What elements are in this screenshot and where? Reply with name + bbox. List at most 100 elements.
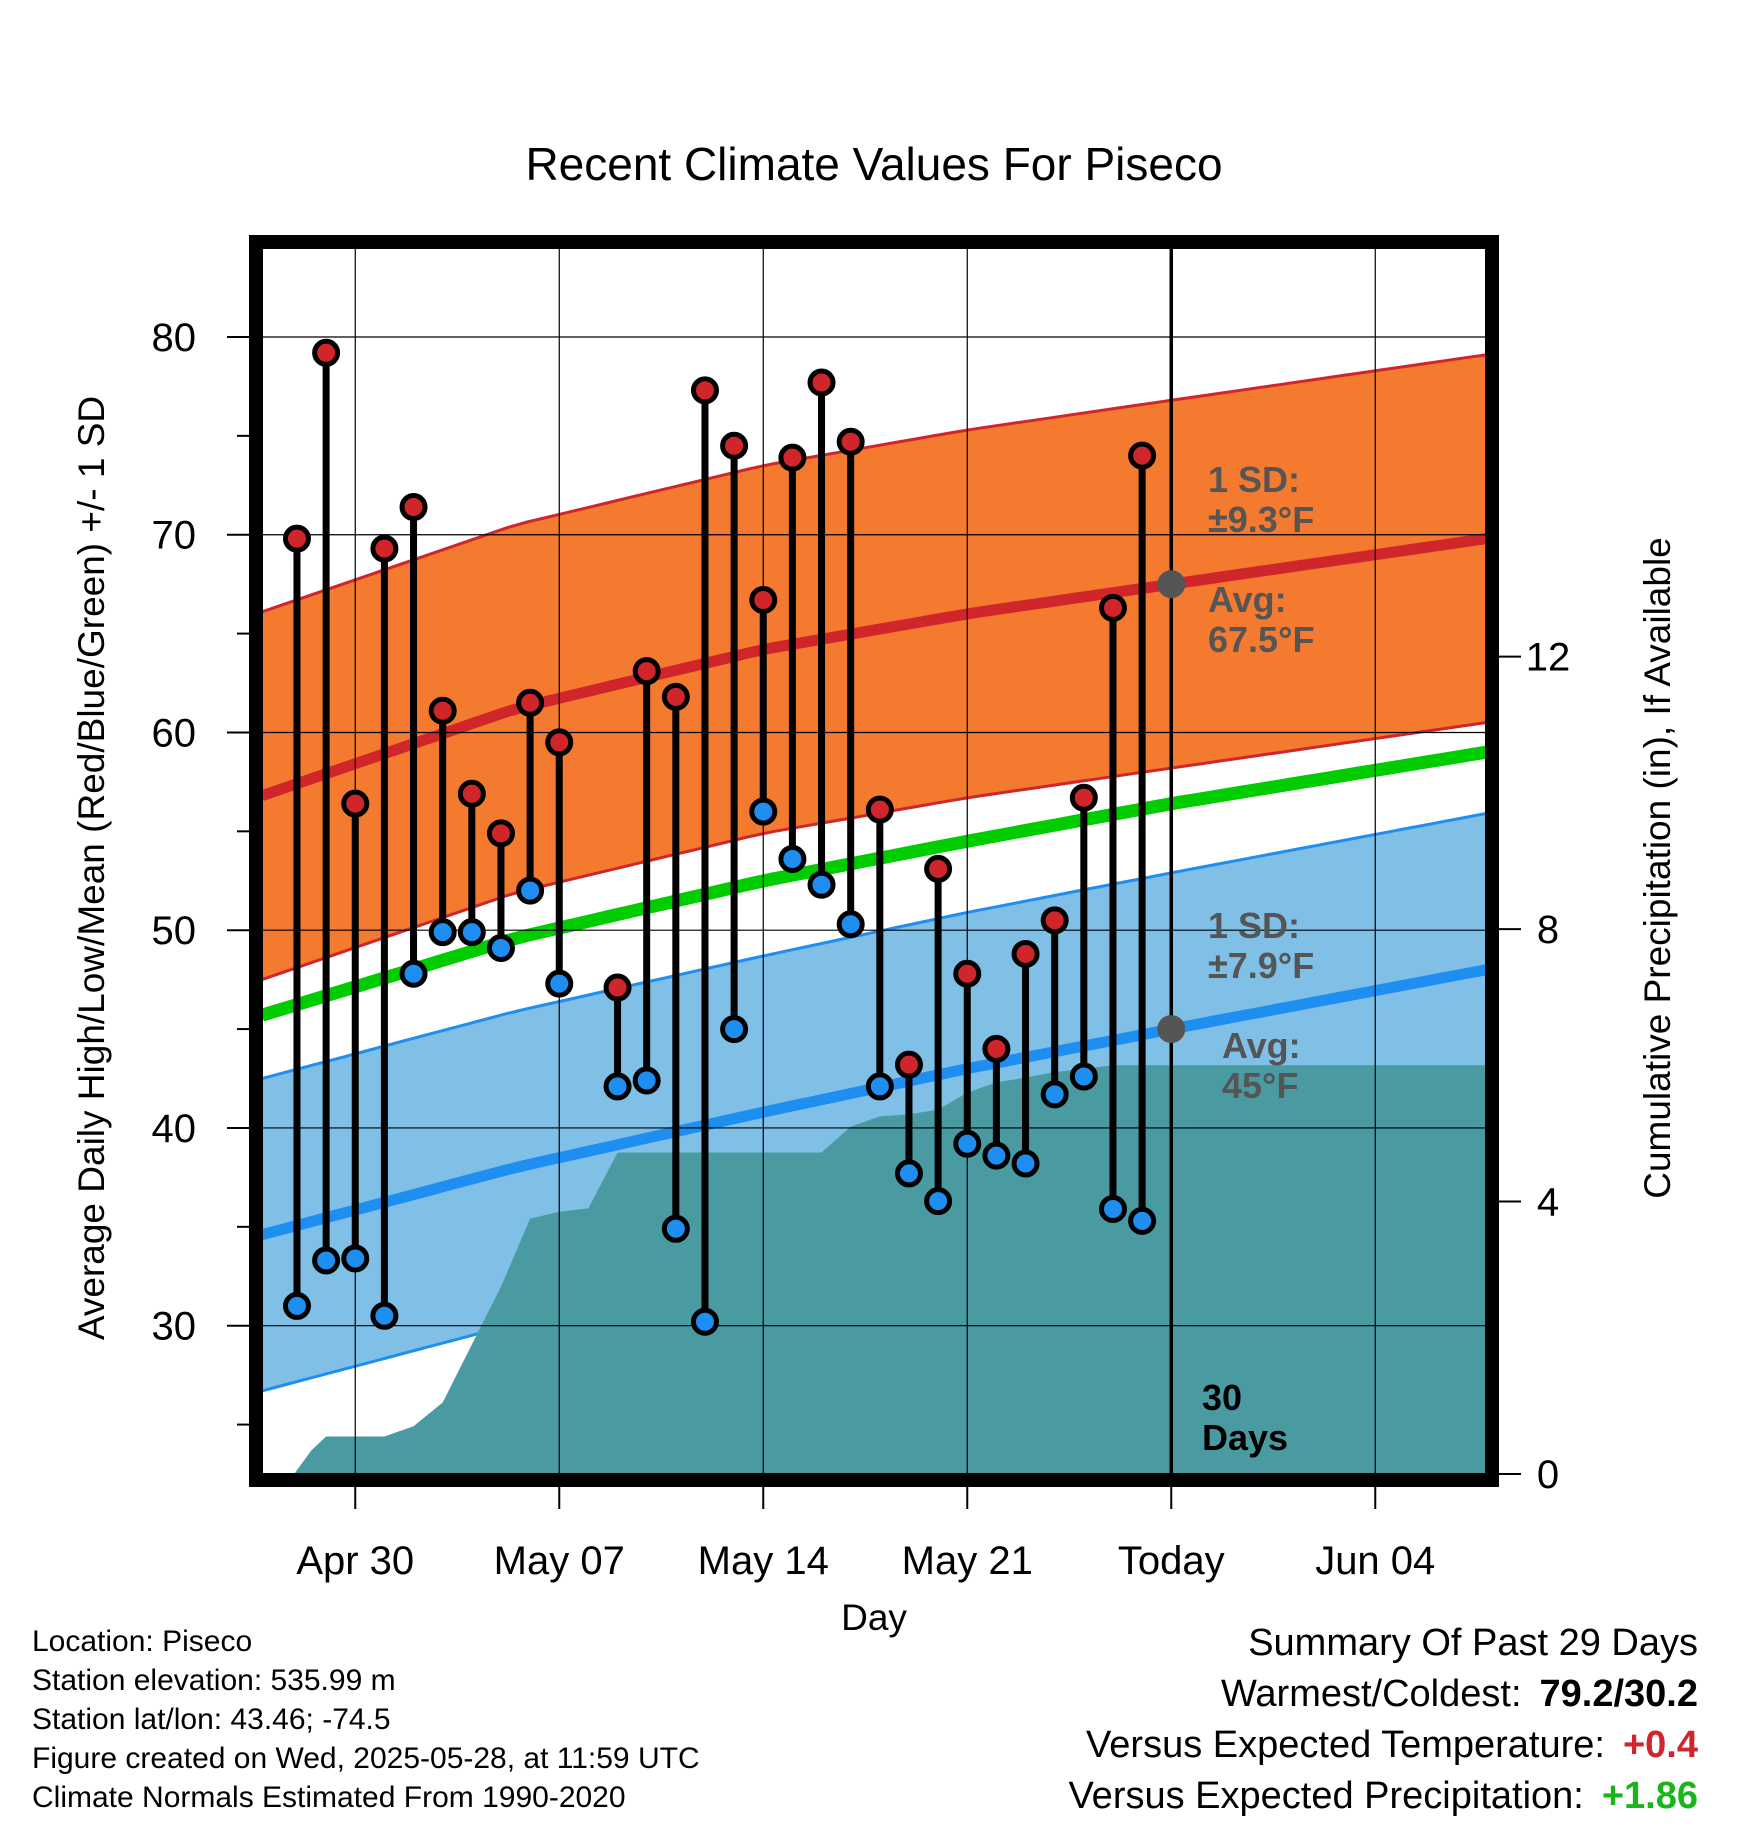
daily-high-marker [924,854,953,883]
daily-low-marker [1128,1206,1157,1235]
daily-high-marker [749,585,778,614]
daily-low-marker [457,918,486,947]
daily-low-marker [632,1066,661,1095]
daily-low-marker [1098,1195,1127,1224]
daily-low-marker [428,918,457,947]
normal-mean-line [262,745,1486,1022]
x-tick-label-3: May 21 [902,1539,1033,1583]
y2-tick-label-12: 12 [1526,636,1571,680]
low-sd-annotation-line-1: 1 SD: [1208,905,1300,946]
daily-low-marker [516,876,545,905]
y-tick-label-60: 60 [152,711,197,755]
temp-label: Versus Expected Temperature: [1086,1724,1605,1766]
daily-high-marker [457,779,486,808]
summary-temp: Versus Expected Temperature: +0.4 [1068,1720,1698,1771]
daily-low-marker [486,934,515,963]
summary-panel: Summary Of Past 29 Days Warmest/Coldest:… [1068,1618,1698,1822]
daily-low-marker [282,1291,311,1320]
daily-high-marker [690,376,719,405]
daily-high-marker [836,427,865,456]
daily-high-marker [953,959,982,988]
y2-tick-label-0: 0 [1537,1453,1559,1497]
low-sd-annotation-line-2: ±7.9°F [1208,945,1314,986]
daily-low-marker [545,969,574,998]
y-tick-label-30: 30 [152,1305,197,1349]
daily-high-marker [399,493,428,522]
plot-frame [249,235,1499,1487]
daily-high-marker [1040,906,1069,935]
daily-high-marker [1098,593,1127,622]
daily-low-marker [690,1307,719,1336]
low-avg-annotation-line-2: 45°F [1222,1065,1298,1106]
normal-low-band-upper-edge [262,812,1486,1080]
daily-low-marker [1040,1080,1069,1109]
daily-low-marker [953,1129,982,1158]
y2-axis-label: Cumulative Precipitation (in), If Availa… [1637,537,1678,1199]
x-tick-label-0: Apr 30 [296,1539,414,1583]
created-text: Figure created on Wed, 2025-05-28, at 11… [32,1742,700,1775]
daily-high-marker [370,534,399,563]
high-avg-annotation-line-1: Avg: [1208,579,1287,620]
cumulative-precip-area [262,1065,1486,1474]
window-annotation-line-2: Days [1202,1417,1288,1458]
daily-high-marker [632,657,661,686]
daily-low-marker [399,959,428,988]
daily-high-marker [312,338,341,367]
daily-high-marker [778,443,807,472]
daily-low-marker [778,845,807,874]
daily-low-marker [894,1159,923,1188]
daily-low-marker [603,1072,632,1101]
precip-label: Versus Expected Precipitation: [1068,1775,1584,1817]
daily-low-marker [1069,1062,1098,1091]
elevation-text: Station elevation: 535.99 m [32,1664,396,1697]
daily-high-marker [982,1034,1011,1063]
daily-high-marker [661,682,690,711]
daily-low-marker [312,1246,341,1275]
normal-high-band [262,354,1486,980]
high-avg-annotation-line-2: 67.5°F [1208,619,1314,660]
temp-value: +0.4 [1622,1724,1698,1766]
latlon-text: Station lat/lon: 43.46; -74.5 [32,1703,391,1736]
daily-high-marker [1011,939,1040,968]
y-axis-label: Average Daily High/Low/Mean (Red/Blue/Gr… [71,396,112,1340]
high-sd-annotation-line-1: 1 SD: [1208,459,1300,500]
warm-cold-value: 79.2/30.2 [1539,1673,1698,1715]
normal-high-band-upper-edge [262,353,1486,614]
x-tick-label-1: May 07 [494,1539,625,1583]
location-text: Location: Piseco [32,1625,253,1658]
today-normal-low-dot [1157,1015,1186,1044]
normal-high-line [262,533,1486,801]
daily-high-marker [428,696,457,725]
daily-high-marker [1069,783,1098,812]
y2-tick-label-4: 4 [1537,1181,1559,1225]
x-tick-label-4: Today [1118,1539,1225,1583]
daily-high-marker [720,431,749,460]
daily-low-marker [836,910,865,939]
low-avg-annotation-line-1: Avg: [1222,1025,1301,1066]
x-tick-label-5: Jun 04 [1315,1539,1435,1583]
x-axis-label: Day [841,1597,907,1638]
daily-high-marker [516,688,545,717]
today-normal-high-dot [1157,570,1186,599]
daily-low-marker [1011,1149,1040,1178]
daily-low-marker [341,1244,370,1273]
normals-text: Climate Normals Estimated From 1990-2020 [32,1781,626,1814]
daily-high-marker [545,728,574,757]
daily-low-marker [865,1072,894,1101]
chart-title: Recent Climate Values For Piseco [525,138,1222,190]
y-tick-label-40: 40 [152,1107,197,1151]
daily-low-marker [661,1214,690,1243]
daily-low-marker [982,1141,1011,1170]
daily-low-marker [807,870,836,899]
daily-high-marker [486,819,515,848]
y-tick-label-70: 70 [152,514,197,558]
daily-high-marker [807,368,836,397]
daily-high-marker [603,973,632,1002]
precip-value: +1.86 [1601,1775,1698,1817]
summary-warm-cold: Warmest/Coldest: 79.2/30.2 [1068,1669,1698,1720]
y-tick-label-50: 50 [152,909,197,953]
x-tick-label-2: May 14 [698,1539,829,1583]
high-sd-annotation-line-2: ±9.3°F [1208,499,1314,540]
summary-precip: Versus Expected Precipitation: +1.86 [1068,1771,1698,1822]
